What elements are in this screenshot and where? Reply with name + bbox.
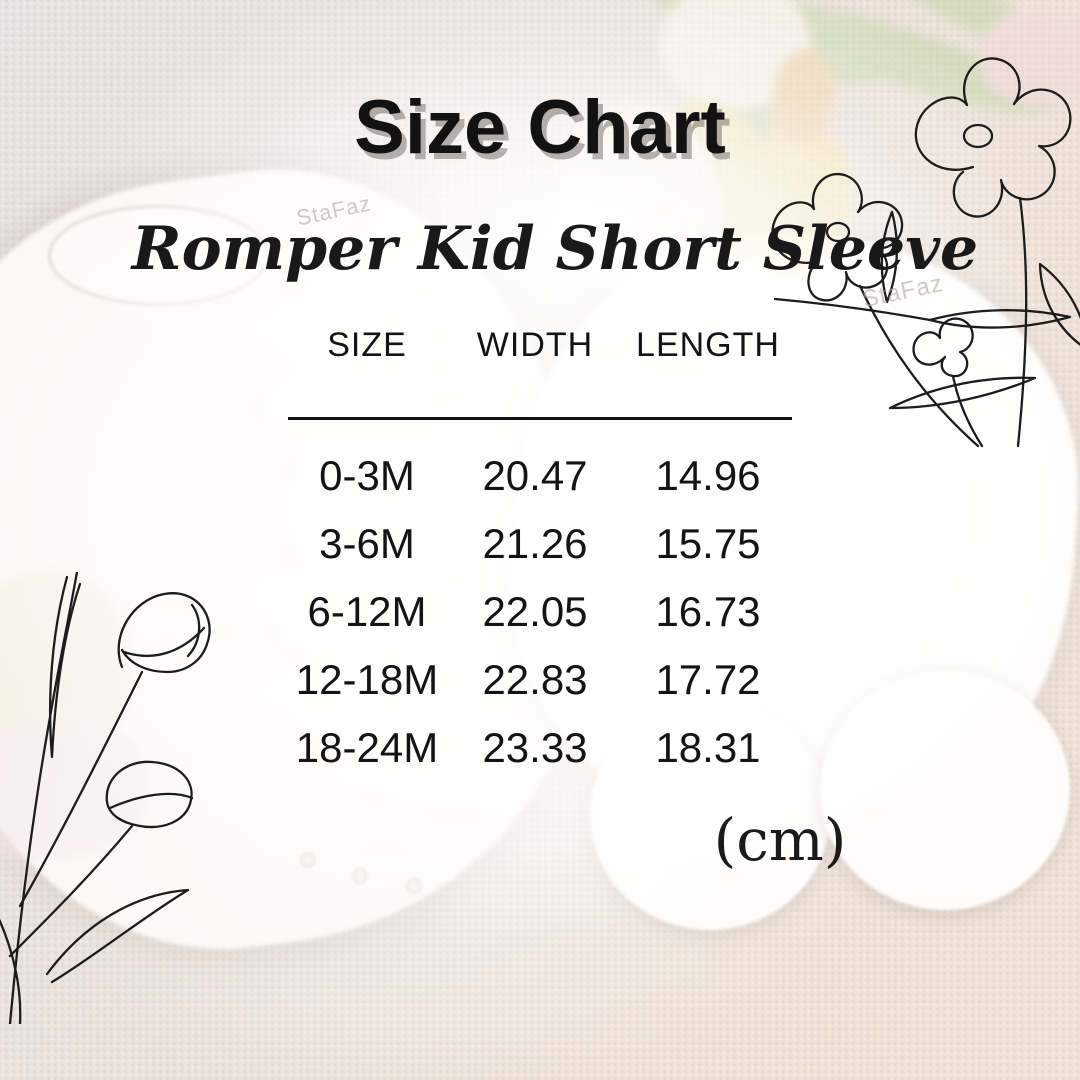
- tulip-line-art-icon: [0, 572, 211, 1024]
- size-table: SIZE WIDTH LENGTH 0-3M 20.47 14.96 3-6M …: [288, 326, 792, 782]
- column-header-size: SIZE: [327, 326, 407, 364]
- size-cell: 12-18M: [295, 656, 439, 703]
- unit-note: (cm): [713, 806, 847, 874]
- width-cell: 20.47: [482, 452, 588, 499]
- column-header-width: WIDTH: [476, 326, 594, 364]
- header-divider-line: [288, 417, 792, 420]
- poppy-line-art-icon: [771, 57, 1080, 448]
- page-title: Size Chart: [354, 85, 726, 170]
- width-cell: 23.33: [482, 724, 588, 771]
- table-header-row: SIZE WIDTH LENGTH: [288, 326, 792, 365]
- size-cell: 18-24M: [295, 724, 439, 771]
- table-row: 3-6M 21.26 15.75: [288, 510, 792, 578]
- width-cell: 22.05: [482, 588, 588, 635]
- table-row: 6-12M 22.05 16.73: [288, 578, 792, 646]
- table-body: 0-3M 20.47 14.96 3-6M 21.26 15.75 6-12M …: [288, 442, 792, 782]
- length-cell: 17.72: [655, 656, 761, 703]
- column-header-length: LENGTH: [636, 326, 780, 364]
- length-cell: 15.75: [655, 520, 761, 567]
- table-row: 12-18M 22.83 17.72: [288, 646, 792, 714]
- length-cell: 14.96: [655, 452, 761, 499]
- table-row: 18-24M 23.33 18.31: [288, 714, 792, 782]
- width-cell: 22.83: [482, 656, 588, 703]
- table-row: 0-3M 20.47 14.96: [288, 442, 792, 510]
- size-cell: 0-3M: [319, 452, 415, 499]
- length-cell: 16.73: [655, 588, 761, 635]
- size-cell: 3-6M: [319, 520, 415, 567]
- width-cell: 21.26: [482, 520, 588, 567]
- product-subtitle: Romper Kid Short Sleeve: [131, 214, 979, 284]
- length-cell: 18.31: [655, 724, 761, 771]
- size-cell: 6-12M: [307, 588, 427, 635]
